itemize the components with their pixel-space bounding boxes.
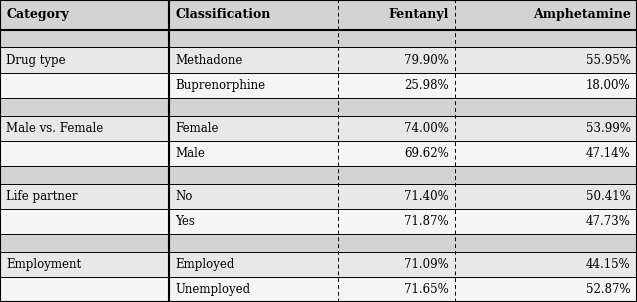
Bar	[338, 277, 455, 302]
Bar	[169, 166, 338, 184]
Bar	[455, 209, 637, 234]
Bar	[169, 184, 338, 209]
Bar	[338, 252, 455, 277]
Bar	[0, 277, 169, 302]
Text: Life partner: Life partner	[6, 190, 78, 203]
Text: 71.87%: 71.87%	[404, 215, 449, 228]
Bar	[455, 47, 637, 72]
Bar	[455, 252, 637, 277]
Bar	[0, 184, 169, 209]
Text: No: No	[175, 190, 192, 203]
Text: 50.41%: 50.41%	[586, 190, 631, 203]
Bar	[0, 115, 169, 141]
Bar	[455, 234, 637, 252]
Text: Male vs. Female: Male vs. Female	[6, 122, 104, 135]
Bar	[0, 0, 169, 30]
Bar	[338, 98, 455, 115]
Bar	[0, 72, 169, 98]
Text: 18.00%: 18.00%	[586, 79, 631, 92]
Bar	[0, 209, 169, 234]
Text: Employment: Employment	[6, 258, 82, 271]
Bar	[338, 141, 455, 166]
Bar	[0, 98, 169, 115]
Text: Drug type: Drug type	[6, 53, 66, 66]
Text: Female: Female	[175, 122, 218, 135]
Text: 44.15%: 44.15%	[586, 258, 631, 271]
Bar	[169, 47, 338, 72]
Text: Classification: Classification	[175, 8, 271, 21]
Bar	[169, 98, 338, 115]
Bar	[455, 115, 637, 141]
Text: Amphetamine: Amphetamine	[533, 8, 631, 21]
Bar	[338, 0, 455, 30]
Text: 71.65%: 71.65%	[404, 283, 449, 296]
Text: 52.87%: 52.87%	[586, 283, 631, 296]
Text: Unemployed: Unemployed	[175, 283, 250, 296]
Text: Category: Category	[6, 8, 69, 21]
Bar	[338, 184, 455, 209]
Bar	[455, 72, 637, 98]
Text: 25.98%: 25.98%	[404, 79, 449, 92]
Bar	[338, 47, 455, 72]
Text: Employed: Employed	[175, 258, 234, 271]
Bar	[455, 141, 637, 166]
Text: 71.09%: 71.09%	[404, 258, 449, 271]
Bar	[455, 166, 637, 184]
Bar	[169, 72, 338, 98]
Text: 47.14%: 47.14%	[586, 147, 631, 160]
Text: 55.95%: 55.95%	[586, 53, 631, 66]
Bar	[169, 234, 338, 252]
Bar	[169, 277, 338, 302]
Bar	[169, 115, 338, 141]
Bar	[169, 252, 338, 277]
Text: 69.62%: 69.62%	[404, 147, 449, 160]
Bar	[338, 209, 455, 234]
Text: Male: Male	[175, 147, 205, 160]
Bar	[0, 166, 169, 184]
Bar	[338, 234, 455, 252]
Text: 71.40%: 71.40%	[404, 190, 449, 203]
Bar	[338, 115, 455, 141]
Bar	[455, 277, 637, 302]
Text: 74.00%: 74.00%	[404, 122, 449, 135]
Text: 47.73%: 47.73%	[586, 215, 631, 228]
Bar	[455, 30, 637, 47]
Bar	[338, 72, 455, 98]
Bar	[169, 141, 338, 166]
Bar	[455, 184, 637, 209]
Bar	[0, 252, 169, 277]
Bar	[169, 30, 338, 47]
Text: Buprenorphine: Buprenorphine	[175, 79, 265, 92]
Text: 79.90%: 79.90%	[404, 53, 449, 66]
Bar	[0, 141, 169, 166]
Bar	[455, 98, 637, 115]
Text: Fentanyl: Fentanyl	[389, 8, 449, 21]
Text: Yes: Yes	[175, 215, 195, 228]
Bar	[338, 166, 455, 184]
Text: Methadone: Methadone	[175, 53, 243, 66]
Bar	[0, 30, 169, 47]
Bar	[169, 0, 338, 30]
Bar	[0, 47, 169, 72]
Bar	[0, 234, 169, 252]
Bar	[455, 0, 637, 30]
Text: 53.99%: 53.99%	[586, 122, 631, 135]
Bar	[169, 209, 338, 234]
Bar	[338, 30, 455, 47]
